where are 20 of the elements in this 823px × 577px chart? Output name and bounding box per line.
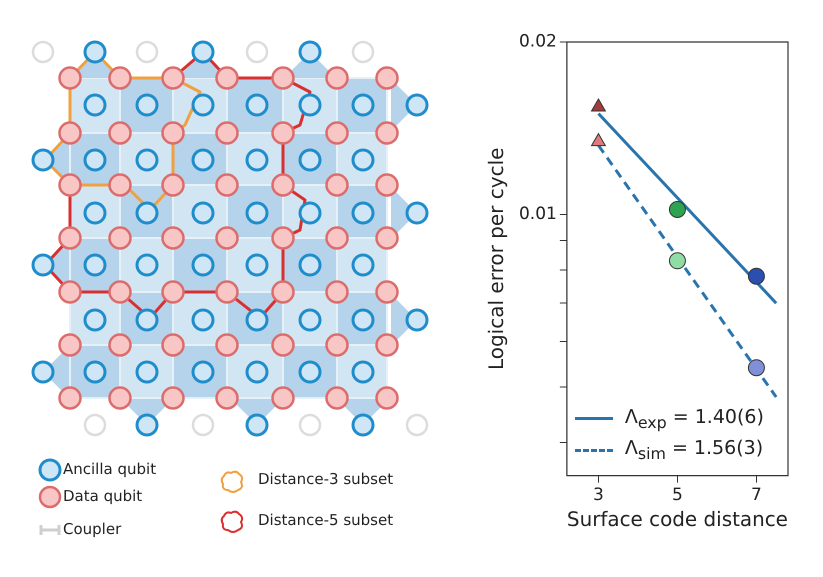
- point: [748, 359, 765, 376]
- point: [591, 98, 606, 112]
- y-axis-title: Logical error per cycle: [484, 148, 508, 370]
- point: [748, 268, 765, 285]
- x-axis-title: Surface code distance: [566, 507, 788, 532]
- text: Distance-3 subset: [258, 470, 394, 488]
- y-tick-label: 0.02: [518, 31, 557, 52]
- y-tick-label: 0.01: [518, 204, 557, 224]
- text: Distance-5 subset: [258, 511, 394, 529]
- x-tick-label: 3: [593, 485, 604, 506]
- point: [668, 201, 686, 218]
- point: [591, 133, 606, 146]
- point: [668, 252, 686, 270]
- text: Ancilla qubit: [63, 460, 156, 478]
- legend-label: Λ$_{sim}$ = 1.56(3): [624, 437, 764, 464]
- text: Data qubit: [63, 487, 142, 505]
- x-tick-label: 7: [750, 485, 762, 506]
- x-tick-label: 5: [672, 485, 683, 506]
- legend-label: Λ$_{exp}$ = 1.40(6): [624, 406, 764, 432]
- text: Coupler: [63, 520, 122, 538]
